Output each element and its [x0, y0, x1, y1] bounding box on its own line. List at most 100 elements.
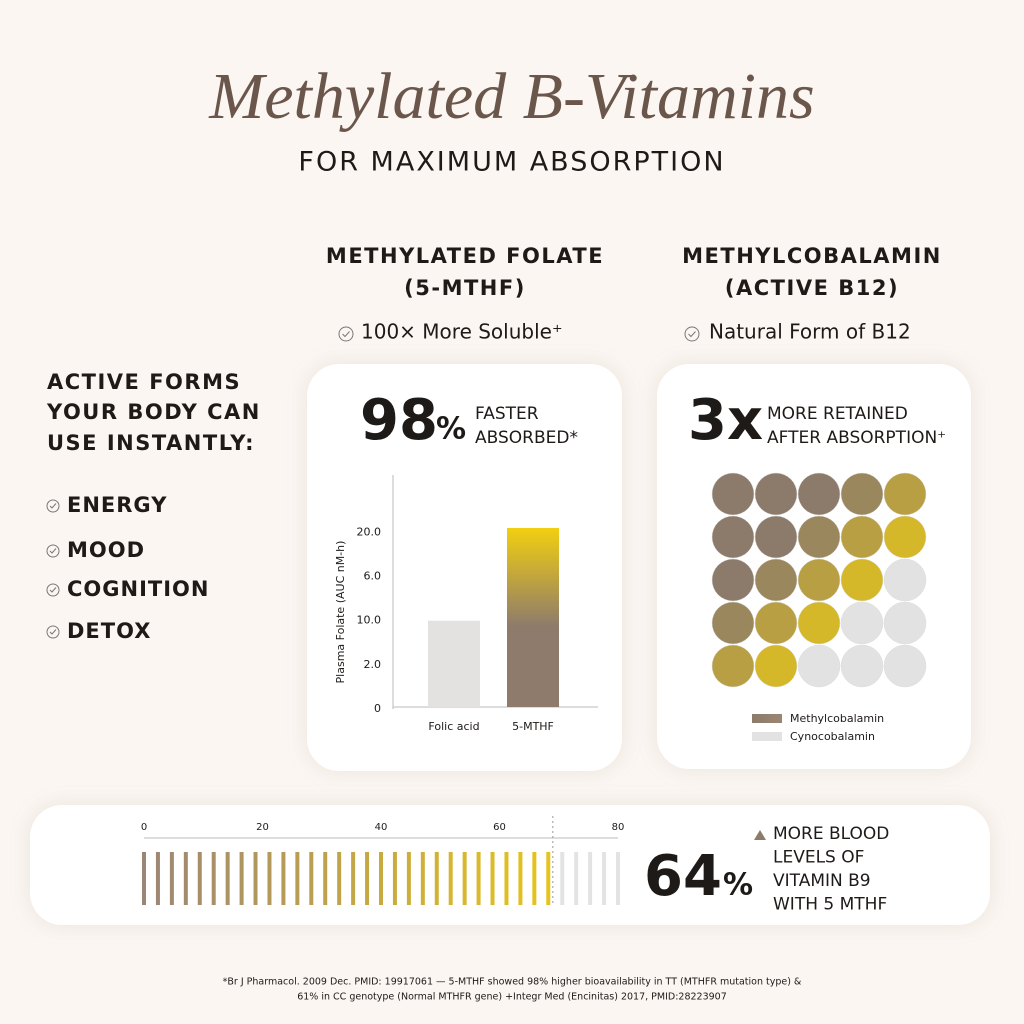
dot: [797, 644, 841, 688]
dot: [797, 558, 841, 602]
dot: [883, 558, 927, 602]
dot: [840, 515, 884, 559]
strip-bar: [225, 852, 230, 905]
strip-bar: [309, 852, 314, 905]
strip-bar: [365, 852, 370, 905]
dot: [754, 644, 798, 688]
y-tick-label: 0: [374, 702, 381, 715]
strip-bar: [197, 852, 202, 905]
dot: [754, 515, 798, 559]
check-icon: [342, 331, 350, 338]
strip-bar: [392, 852, 397, 905]
strip-bar: [448, 852, 453, 905]
strip-bar: [267, 852, 272, 905]
x-tick-label: 40: [375, 822, 388, 833]
stat-text: VITAMIN B9: [773, 871, 871, 891]
benefit-item: ENERGY: [67, 493, 167, 517]
x-tick-label: 60: [493, 822, 506, 833]
y-tick-label: 2.0: [364, 658, 382, 671]
check-icon: [46, 583, 60, 597]
dot: [797, 515, 841, 559]
strip-bar: [351, 852, 356, 905]
bar: [507, 527, 559, 707]
stat-text: AFTER ABSORPTION⁺: [767, 428, 946, 448]
y-tick-label: 10.0: [357, 614, 382, 627]
dot: [840, 472, 884, 516]
strip-bar: [239, 852, 244, 905]
strip-bar: [546, 852, 551, 905]
benefit-item: MOOD: [67, 538, 145, 562]
check-icon: [49, 587, 57, 593]
dot: [797, 601, 841, 645]
subtitle: FOR MAXIMUM ABSORPTION: [298, 147, 725, 178]
strip-bar: [379, 852, 383, 905]
strip-bar: [504, 852, 509, 905]
check-icon: [49, 548, 57, 554]
benefits-heading: YOUR BODY CAN: [46, 400, 261, 424]
strip-bar: [253, 852, 258, 905]
x-tick-label: 5-MTHF: [512, 720, 554, 733]
strip-bar: [476, 852, 481, 905]
legend-swatch: [752, 732, 782, 741]
dot: [797, 472, 841, 516]
x-tick-label: 0: [141, 822, 147, 833]
title: Methylated B-Vitamins: [208, 60, 814, 133]
stat-number: 64: [644, 844, 722, 909]
stat-unit: %: [723, 868, 753, 903]
strip-bar: [518, 852, 523, 905]
dot: [754, 472, 798, 516]
y-axis-label: Plasma Folate (AUC nM-h): [334, 541, 347, 684]
column-title: METHYLATED FOLATE: [326, 244, 604, 268]
y-tick-label: 6.0: [364, 570, 382, 583]
strip-bar: [490, 852, 495, 905]
strip-bar: [155, 852, 160, 905]
stat-number: 3x: [688, 388, 763, 453]
strip-bar: [323, 852, 328, 905]
stat-unit: %: [436, 412, 466, 447]
strip-bar: [574, 852, 579, 905]
strip-bar: [183, 852, 188, 905]
stat-text: WITH 5 MTHF: [773, 895, 887, 915]
bar: [428, 620, 480, 707]
strip-bar: [142, 852, 146, 905]
benefits-heading: ACTIVE FORMS: [47, 370, 241, 394]
check-icon: [46, 625, 60, 639]
benefit-item: COGNITION: [67, 577, 209, 601]
strip-bar: [462, 852, 467, 905]
benefits-heading: USE INSTANTLY:: [47, 431, 255, 455]
stat-text: LEVELS OF: [773, 848, 864, 868]
dot: [883, 644, 927, 688]
stat-text: ABSORBED*: [475, 428, 578, 448]
dot: [840, 644, 884, 688]
legend-label: Cynocobalamin: [790, 730, 875, 743]
footnote: *Br J Pharmacol. 2009 Dec. PMID: 1991706…: [223, 977, 802, 988]
column-title: METHYLCOBALAMIN: [682, 244, 942, 268]
check-icon: [684, 326, 700, 342]
column-title: (ACTIVE B12): [725, 276, 899, 300]
dot: [711, 601, 755, 645]
stat-text: MORE RETAINED: [767, 404, 908, 424]
strip-bar: [169, 852, 174, 905]
strip-bar: [211, 852, 216, 905]
claim: Natural Form of B12: [709, 320, 911, 344]
strip-bar: [588, 852, 593, 905]
legend-label: Methylcobalamin: [790, 712, 884, 725]
legend-swatch: [752, 714, 782, 723]
check-icon: [46, 499, 60, 513]
strip-bar: [420, 852, 425, 905]
x-tick-label: 20: [256, 822, 269, 833]
dot: [840, 601, 884, 645]
x-tick-label: Folic acid: [428, 720, 479, 733]
stat-text: MORE BLOOD: [773, 824, 889, 844]
check-icon: [49, 629, 57, 635]
strip-bar: [337, 852, 342, 905]
x-tick-label: 80: [612, 822, 625, 833]
strip-bar: [616, 852, 620, 905]
strip-bar: [434, 852, 439, 905]
dot: [883, 601, 927, 645]
strip-bar: [281, 852, 286, 905]
dot: [711, 558, 755, 602]
check-icon: [688, 331, 696, 338]
strip-bar: [602, 852, 607, 905]
